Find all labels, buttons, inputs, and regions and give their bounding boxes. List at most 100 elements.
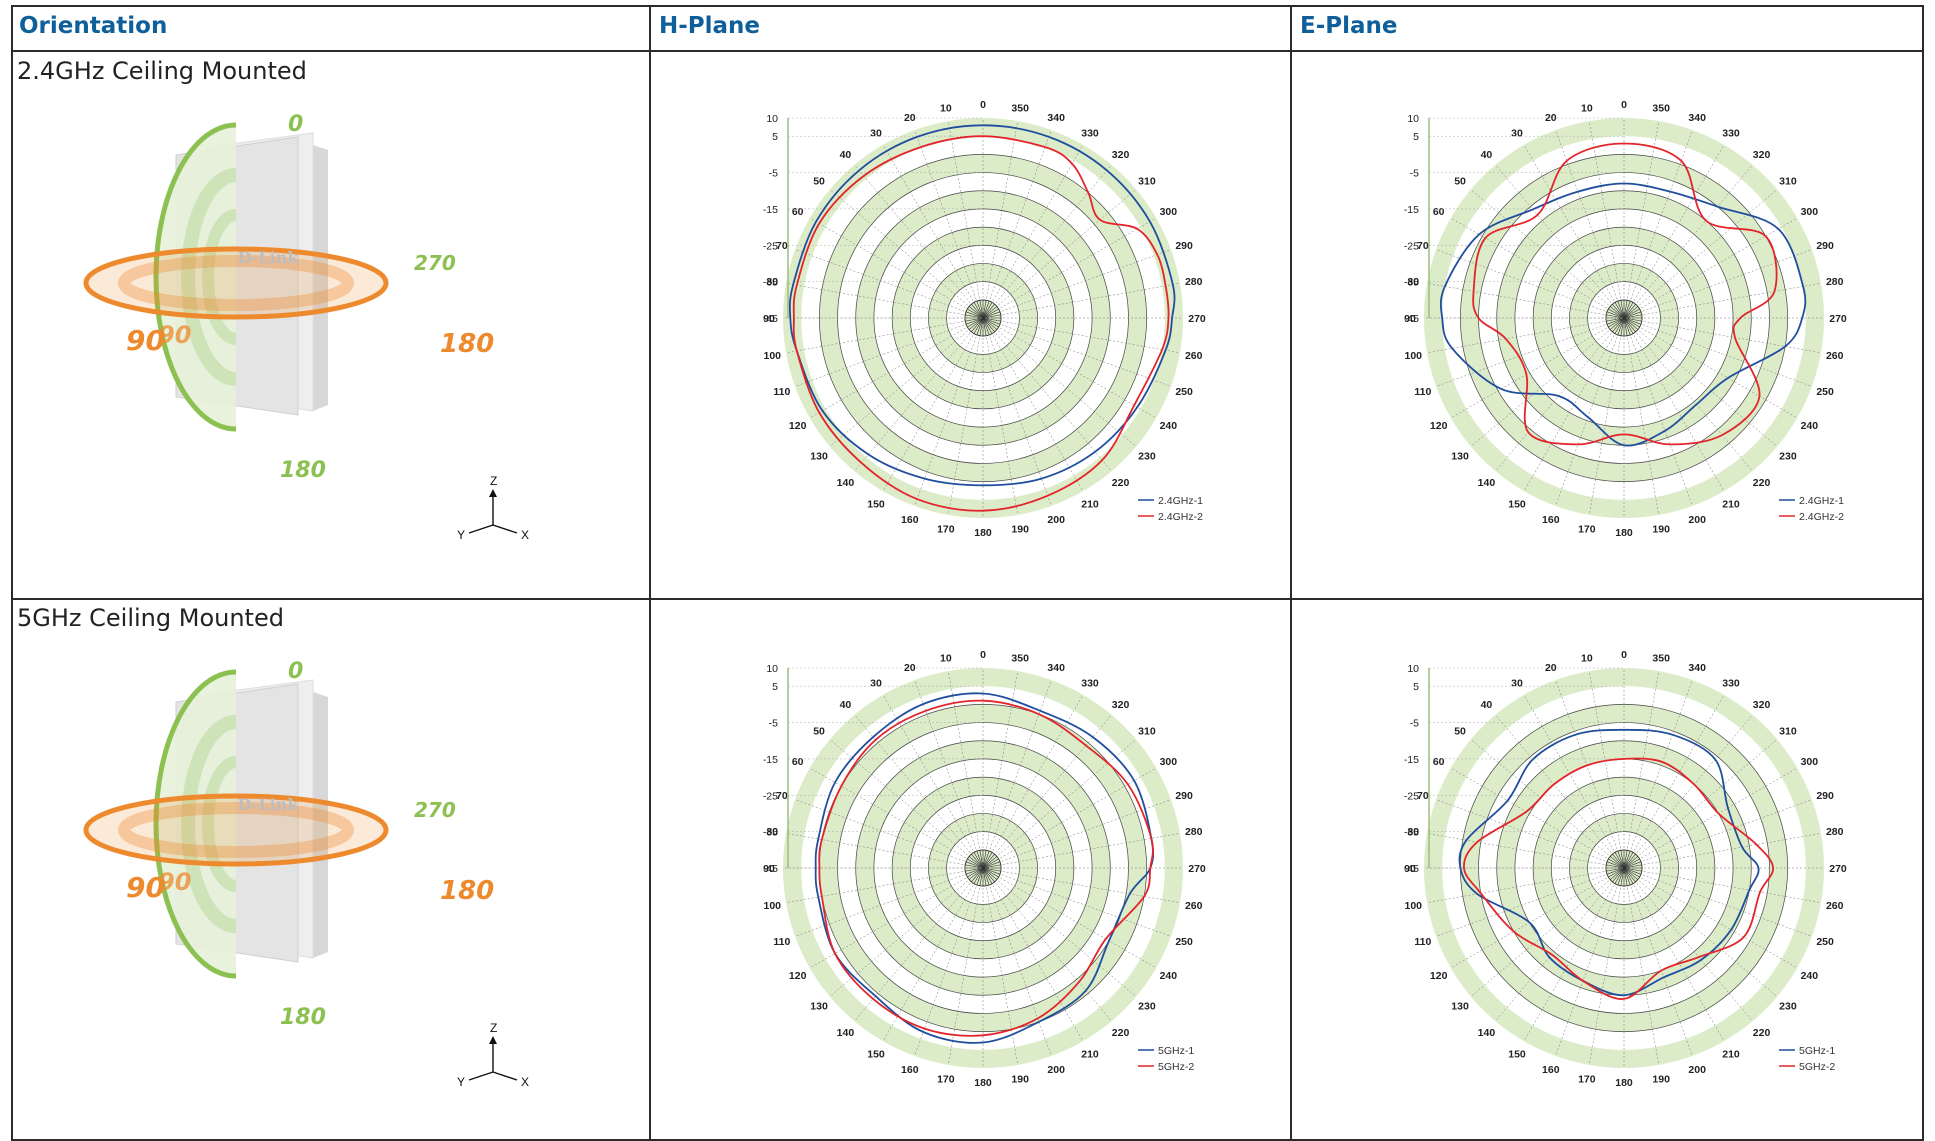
angle-tick-label: 230 [1779,451,1797,463]
grid-center-spoke [967,867,984,878]
radial-tick-label: -45 [1404,313,1419,325]
grid-spoke [882,144,984,319]
angle-tick-label: 240 [1160,420,1178,432]
angle-tick-label: 350 [1011,652,1029,664]
angle-tick-label: 10 [940,102,952,114]
legend-label: 2.4GHz-1 [1799,495,1844,507]
azimuth-wave [118,802,354,858]
grid-spoke [1623,767,1798,869]
grid-center-spoke [969,317,984,330]
grid-center-spoke [965,317,984,322]
angle-tick-label: 100 [763,350,781,362]
grid-center-spoke [982,317,995,332]
angle-tick-label: 310 [1138,175,1156,187]
grid-center-spoke [1608,308,1625,319]
grid-spoke [948,670,984,869]
angle-tick-label: 50 [813,175,825,187]
axis-label-left-orange: 90 [126,871,165,904]
grid-center-spoke [1608,858,1625,869]
grid-center-spoke [982,300,990,319]
grid-center-spoke [982,867,999,878]
grid-spoke [1623,867,1753,1022]
angle-tick-label: 0 [980,649,986,661]
grid-spoke [1623,867,1798,969]
grid-center-spoke [1606,317,1625,325]
grid-center-spoke [1606,867,1625,875]
axis-label-bottom: 180 [280,1005,326,1030]
grid-spoke [1623,714,1753,869]
grid-center-spoke [1623,861,1642,869]
header-e-plane: E-Plane [1300,13,1398,39]
grid-spoke [914,867,984,1057]
grid-spoke [982,670,1018,869]
angle-tick-label: 60 [1433,206,1445,218]
grid-spoke [809,217,984,319]
elevation-disk [156,672,236,976]
grid-center-spoke [1623,867,1636,882]
grid-spoke [1589,867,1625,1066]
angle-tick-label: 260 [1826,350,1844,362]
angle-tick-label: 180 [1615,527,1633,539]
grid-circle [855,190,1111,446]
radial-tick-label: -25 [763,790,778,802]
grid-center-spoke [965,311,984,319]
angle-tick-label: 50 [1454,725,1466,737]
grid-center-spoke [967,317,984,328]
grid-spoke [1555,317,1625,507]
grid-spoke [1623,144,1725,319]
angle-tick-label: 240 [1801,970,1819,982]
grid-center-spoke [1623,317,1636,332]
grid-spoke [982,317,1084,492]
angle-tick-label: 270 [1188,313,1206,325]
grid-center-spoke [982,867,993,884]
angle-tick-label: 250 [1816,936,1834,948]
angle-tick-label: 70 [1417,240,1429,252]
angle-tick-label: 290 [1175,790,1193,802]
angle-tick-label: 230 [1779,1001,1797,1013]
angle-tick-label: 0 [1621,99,1627,111]
grid-center-spoke [976,300,984,319]
angle-tick-label: 300 [1160,206,1178,218]
grid-center-spoke [1623,867,1638,880]
angle-tick-label: 210 [1722,498,1740,510]
grid-center-spoke [1623,867,1640,878]
grid-center-spoke [979,850,984,869]
grid-spoke [982,249,1172,319]
grid-spoke [1623,164,1753,319]
azimuth-wave [118,255,354,311]
grid-spoke [1623,739,1778,869]
grid-spoke [982,867,1018,1066]
y-axis-arrow [468,524,494,534]
angle-tick-label: 200 [1047,1064,1065,1076]
angle-tick-label: 260 [1185,350,1203,362]
angle-tick-label: 220 [1753,477,1771,489]
angle-tick-label: 210 [1081,498,1099,510]
x-axis-arrow [492,524,518,534]
angle-tick-label: 240 [1160,970,1178,982]
angle-tick-label: 170 [937,524,955,536]
angle-tick-label: 300 [1160,756,1178,768]
angle-tick-label: 180 [974,527,992,539]
grid-spoke [948,867,984,1066]
grid-spoke [1495,164,1625,319]
grid-center-spoke [982,861,1001,869]
grid-circle [855,740,1111,996]
angle-tick-label: 330 [1722,128,1740,140]
grid-center-spoke [965,317,984,325]
angle-tick-label: 140 [1478,477,1496,489]
grid-center-spoke [971,867,984,882]
angle-tick-label: 140 [837,1027,855,1039]
grid-center-spoke [1614,317,1625,334]
angle-tick-label: 190 [1011,524,1029,536]
angle-tick-label: 320 [1753,699,1771,711]
grid-center-spoke [982,850,990,869]
grid-center-spoke [1620,850,1625,869]
grid-spoke [982,867,1112,1022]
angle-tick-label: 90 [763,313,775,325]
grid-spoke [982,317,1018,516]
grid-center-spoke [1623,850,1631,869]
axis-label-right-green: 270 [414,251,456,275]
grid-center-spoke [973,852,984,869]
grid-spoke [1623,249,1813,319]
radial-tick-label: 5 [772,681,778,693]
